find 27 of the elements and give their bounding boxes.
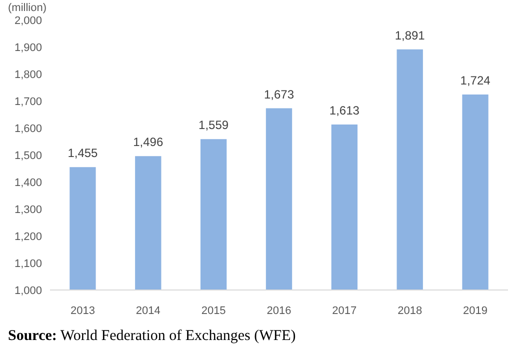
x-tick-label: 2014 (136, 304, 160, 317)
x-tick-label: 2013 (70, 304, 95, 317)
data-label: 1,891 (394, 28, 426, 42)
y-tick-label: 1,800 (14, 68, 42, 81)
y-tick-label: 1,600 (14, 122, 42, 135)
x-tick-label: 2019 (463, 304, 488, 317)
source-note: Source: World Federation of Exchanges (WFE) (8, 328, 296, 345)
y-tick-label: 2,000 (14, 14, 42, 27)
x-tick-label: 2016 (266, 304, 292, 317)
x-tick-label: 2018 (398, 304, 422, 317)
data-label: 1,455 (68, 146, 98, 160)
data-label: 1,496 (133, 135, 164, 150)
y-tick-label: 1,900 (14, 42, 42, 54)
x-tick-label: 2015 (201, 304, 226, 317)
data-label: 1,724 (460, 74, 491, 88)
y-tick-label: 1,200 (14, 230, 42, 243)
y-axis-title: (million) (8, 2, 46, 14)
data-label: 1,673 (264, 87, 294, 102)
x-tick-label: 2017 (332, 304, 357, 317)
data-label: 1,613 (329, 103, 360, 118)
y-tick-label: 1,300 (14, 204, 42, 216)
y-tick-label: 1,000 (14, 284, 42, 297)
y-tick-label: 1,500 (14, 150, 42, 162)
y-tick-label: 1,100 (14, 258, 42, 270)
data-label: 1,559 (198, 118, 229, 132)
y-tick-label: 1,700 (14, 96, 42, 108)
y-tick-label: 1,400 (14, 176, 42, 189)
